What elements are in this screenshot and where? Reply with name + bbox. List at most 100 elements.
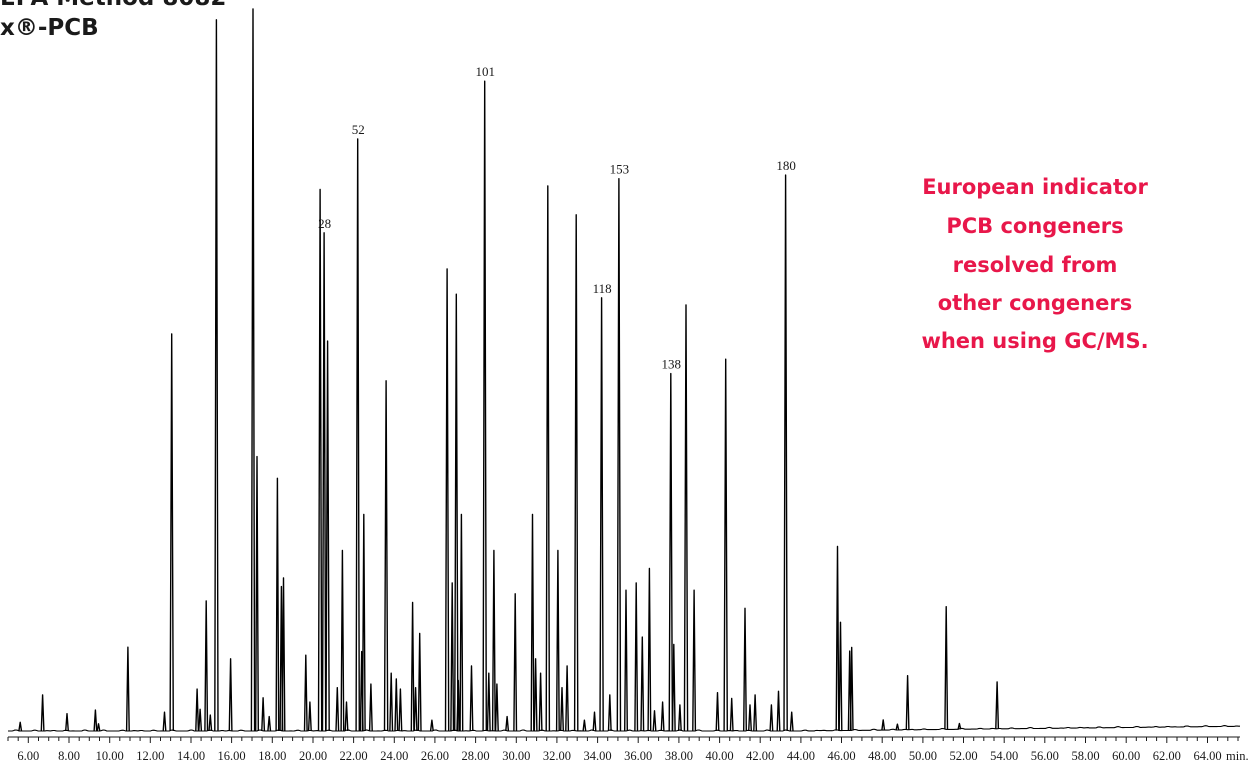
peak-label-group: 28 52 101 118 153 138 180 <box>318 64 796 371</box>
peak-24 <box>321 232 327 732</box>
peak-81 <box>748 704 752 732</box>
peak-label-28: 28 <box>318 216 331 231</box>
peak-10 <box>204 600 209 732</box>
x-tick-label: 26.00 <box>421 749 449 763</box>
annotation-line-1: European indicator <box>922 175 1148 199</box>
x-tick-label: 30.00 <box>502 749 530 763</box>
peak-0 <box>18 721 23 732</box>
peak-6 <box>162 711 167 732</box>
peak-85 <box>783 174 788 732</box>
annotation-line-2: PCB congeners <box>946 214 1123 238</box>
peak-55 <box>538 672 543 732</box>
peak-14 <box>250 8 256 732</box>
peak-57 <box>555 549 560 732</box>
peak-23 <box>317 188 323 732</box>
peak-16 <box>261 697 266 732</box>
peak-94 <box>944 606 949 730</box>
peak-32 <box>368 683 373 732</box>
peak-29 <box>355 138 360 732</box>
peak-18 <box>275 477 280 732</box>
peak-93 <box>905 675 910 730</box>
x-tick-label: 12.00 <box>136 749 164 763</box>
x-tick-label: 64.00 <box>1193 749 1221 763</box>
peak-12 <box>214 19 219 732</box>
peak-70 <box>652 710 657 732</box>
peak-79 <box>729 697 734 732</box>
peak-82 <box>753 694 758 732</box>
peak-75 <box>683 304 689 732</box>
peak-69 <box>647 567 652 732</box>
x-tick-label: 42.00 <box>746 749 774 763</box>
peak-64 <box>607 694 612 732</box>
x-tick-label: 58.00 <box>1071 749 1099 763</box>
peak-45 <box>456 679 461 732</box>
peak-2 <box>65 713 69 732</box>
peak-34 <box>389 672 394 732</box>
peak-58 <box>560 687 564 732</box>
peak-73 <box>671 643 676 732</box>
x-tick-label: 32.00 <box>543 749 571 763</box>
x-tick-label: 10.00 <box>96 749 124 763</box>
x-tick-label: 40.00 <box>706 749 734 763</box>
peak-label-101: 101 <box>475 64 495 79</box>
peak-65 <box>616 178 622 732</box>
peak-21 <box>303 654 308 732</box>
peak-48 <box>486 672 491 732</box>
peak-72 <box>668 372 674 732</box>
peak-9 <box>198 708 203 732</box>
peak-86 <box>789 711 794 732</box>
peak-41 <box>444 268 450 732</box>
annotation-line-4: other congeners <box>938 291 1132 315</box>
peak-74 <box>677 704 682 732</box>
peak-label-52: 52 <box>352 122 365 137</box>
peak-27 <box>340 549 345 732</box>
x-tick-label: 16.00 <box>218 749 246 763</box>
x-axis-unit: min. <box>1226 749 1249 763</box>
peak-50 <box>494 683 499 732</box>
peak-33 <box>383 380 389 732</box>
x-tick-label: 18.00 <box>258 749 286 763</box>
peak-90 <box>849 646 854 731</box>
peak-39 <box>417 632 422 732</box>
x-tick-label: 46.00 <box>827 749 855 763</box>
x-tick-label: 62.00 <box>1153 749 1181 763</box>
peak-84 <box>776 690 781 732</box>
peak-4 <box>96 723 101 732</box>
peak-43 <box>454 293 459 732</box>
peak-26 <box>335 687 340 732</box>
x-tick-label: 28.00 <box>462 749 490 763</box>
peak-13 <box>228 658 233 732</box>
peak-96 <box>995 681 1000 729</box>
x-tick-label: 8.00 <box>58 749 80 763</box>
peak-44 <box>459 513 464 732</box>
peak-25 <box>325 340 330 732</box>
peak-5 <box>125 646 130 732</box>
peak-56 <box>545 185 551 732</box>
peak-label-118: 118 <box>593 281 612 296</box>
peak-7 <box>169 333 174 732</box>
peak-1 <box>40 694 45 732</box>
peak-label-153: 153 <box>610 162 630 177</box>
peak-80 <box>743 607 747 732</box>
x-tick-label: 22.00 <box>340 749 368 763</box>
peak-17 <box>267 715 272 732</box>
peak-38 <box>413 687 418 732</box>
peak-52 <box>513 593 518 732</box>
x-axis: 6.00 8.00 10.00 12.00 14.00 16.00 18.00 20.00 22… <box>7 736 1240 763</box>
peak-66 <box>624 589 628 732</box>
peak-95 <box>957 722 962 730</box>
peak-31 <box>361 513 366 732</box>
peak-36 <box>398 688 403 732</box>
peak-11 <box>208 714 213 732</box>
peak-40 <box>429 719 434 732</box>
peak-28 <box>344 701 349 732</box>
peak-61 <box>582 719 587 732</box>
peak-68 <box>640 636 645 732</box>
x-tick-label: 20.00 <box>299 749 327 763</box>
peak-59 <box>565 665 570 732</box>
peak-63 <box>599 297 604 732</box>
chart-title-line-1: EPA Method 8082 <box>0 0 226 11</box>
x-tick-label: 38.00 <box>665 749 693 763</box>
peak-42 <box>450 582 455 732</box>
